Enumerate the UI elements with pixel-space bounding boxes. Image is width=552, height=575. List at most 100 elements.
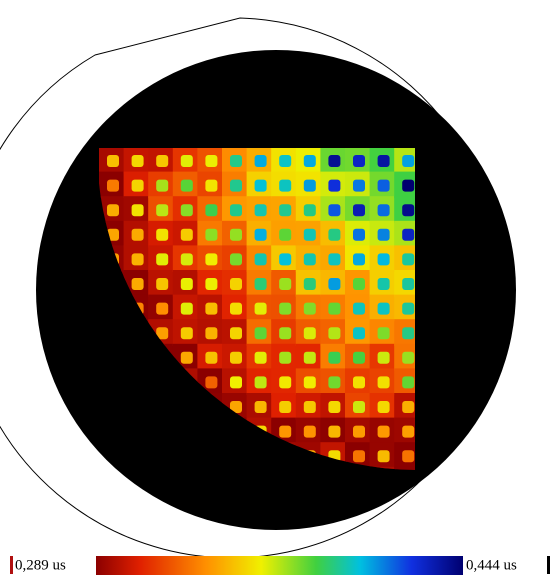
heat-cell [353, 327, 365, 339]
heat-cell [328, 253, 340, 265]
heat-cell [378, 401, 390, 413]
heat-cell [378, 376, 390, 388]
heat-cell [255, 180, 267, 192]
heat-cell [107, 155, 119, 167]
heat-cell [328, 278, 340, 290]
heat-cell [156, 180, 168, 192]
heat-cell [378, 278, 390, 290]
heat-cell [205, 376, 217, 388]
heat-cell [255, 229, 267, 241]
heat-cell [230, 229, 242, 241]
heat-cell [328, 327, 340, 339]
heat-cell [378, 155, 390, 167]
heat-cell [402, 204, 414, 216]
heat-cell [107, 475, 119, 487]
heat-cell [378, 426, 390, 438]
heat-cell [304, 303, 316, 315]
heat-cell [353, 204, 365, 216]
heat-cell [230, 278, 242, 290]
heat-cell [230, 327, 242, 339]
heat-cell [181, 180, 193, 192]
heat-cell [181, 303, 193, 315]
heat-cell [304, 426, 316, 438]
heat-cell [156, 204, 168, 216]
heat-cell [328, 352, 340, 364]
heat-cell [205, 303, 217, 315]
heat-cell [230, 253, 242, 265]
heat-cell [279, 352, 291, 364]
min-swatch [10, 556, 13, 574]
c-scan-view: 0,289 us 0,444 us [0, 0, 552, 575]
heat-cell [230, 180, 242, 192]
heat-cell [353, 180, 365, 192]
heat-cell [353, 229, 365, 241]
heat-cell [279, 426, 291, 438]
heat-cell [304, 229, 316, 241]
heat-cell [402, 401, 414, 413]
heat-cell [132, 204, 144, 216]
heat-cell [328, 303, 340, 315]
min-label: 0,289 us [15, 557, 66, 573]
heat-cell [279, 303, 291, 315]
color-scale [96, 556, 463, 575]
heat-cell [402, 180, 414, 192]
heat-cell [156, 278, 168, 290]
heat-cell [181, 352, 193, 364]
heat-cell [328, 376, 340, 388]
heat-cell [181, 204, 193, 216]
heat-cell [181, 327, 193, 339]
heat-cell [304, 376, 316, 388]
heat-cell [353, 352, 365, 364]
heat-cell [181, 278, 193, 290]
heat-cell [402, 253, 414, 265]
heat-cell [230, 376, 242, 388]
heat-cell [279, 229, 291, 241]
heat-cell [255, 376, 267, 388]
heat-cell [378, 327, 390, 339]
heat-cell [328, 229, 340, 241]
heat-cell [353, 155, 365, 167]
heat-cell [205, 229, 217, 241]
heat-cell [427, 475, 439, 487]
heat-cell [279, 155, 291, 167]
heat-cell [328, 426, 340, 438]
heat-cell [255, 327, 267, 339]
heat-cell [353, 426, 365, 438]
heat-cell [402, 303, 414, 315]
heat-cell [304, 180, 316, 192]
heat-cell [255, 401, 267, 413]
heat-cell [378, 352, 390, 364]
heat-cell [181, 229, 193, 241]
heat-cell [378, 229, 390, 241]
heat-cell [255, 204, 267, 216]
heat-cell [353, 450, 365, 462]
heat-cell [402, 426, 414, 438]
heat-cell [205, 155, 217, 167]
heat-cell [378, 180, 390, 192]
heat-cell [279, 327, 291, 339]
heat-cell [378, 450, 390, 462]
heat-cell [156, 303, 168, 315]
heat-cell [353, 278, 365, 290]
heat-cell [230, 352, 242, 364]
heat-cell [402, 450, 414, 462]
heat-cell [402, 352, 414, 364]
heat-cell [279, 253, 291, 265]
heat-cell [255, 253, 267, 265]
heat-cell [205, 180, 217, 192]
heat-cell [328, 204, 340, 216]
heat-cell [132, 229, 144, 241]
heat-cell [205, 253, 217, 265]
heat-cell [353, 376, 365, 388]
heat-cell [205, 352, 217, 364]
heat-cell [378, 204, 390, 216]
heat-cell [230, 303, 242, 315]
heat-cell [353, 401, 365, 413]
heat-cell [328, 180, 340, 192]
max-swatch [547, 556, 550, 574]
heat-cell [402, 327, 414, 339]
heat-cell [132, 278, 144, 290]
heat-cell [304, 352, 316, 364]
heat-cell [255, 303, 267, 315]
heat-cell [132, 253, 144, 265]
